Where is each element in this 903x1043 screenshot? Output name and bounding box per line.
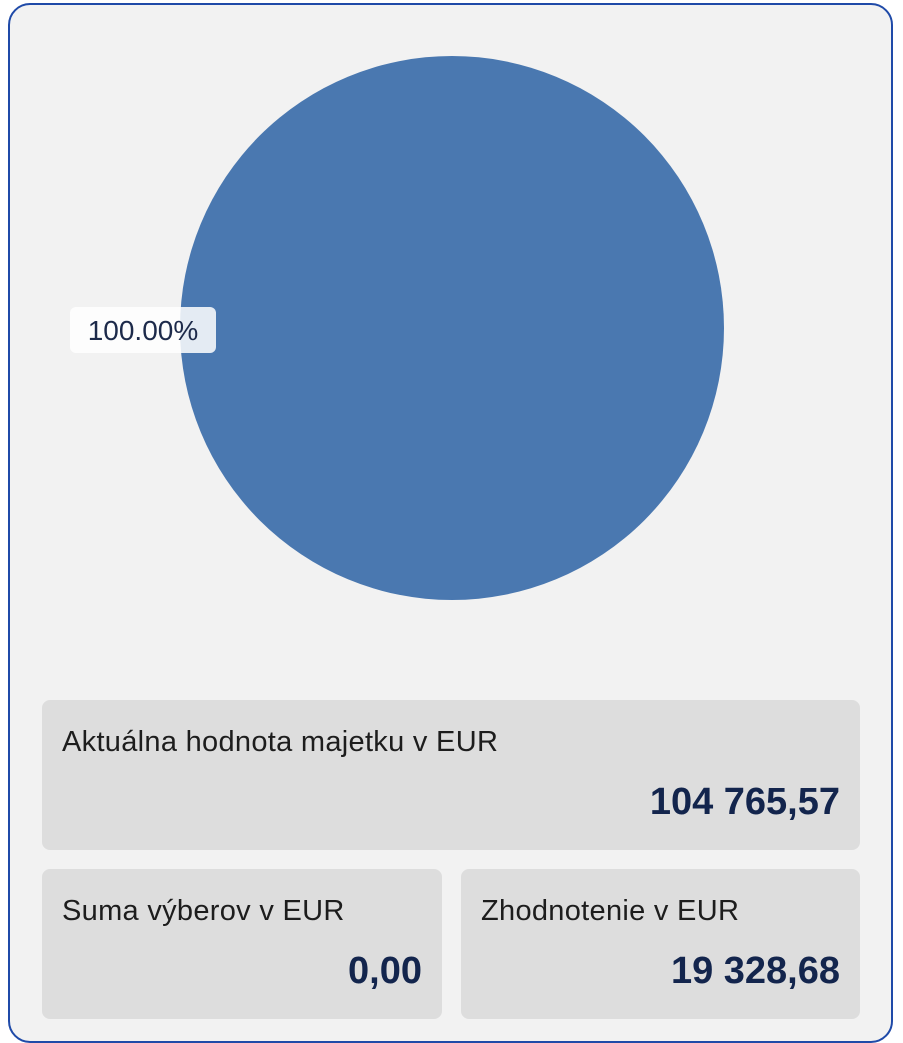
total-value-label: Aktuálna hodnota majetku v EUR <box>62 726 499 758</box>
appreciation-label: Zhodnotenie v EUR <box>481 895 740 927</box>
total-value-tile: Aktuálna hodnota majetku v EUR 104 765,5… <box>42 700 860 850</box>
pie-chart: 100.00% <box>70 56 724 600</box>
portfolio-card: 100.00% Aktuálna hodnota majetku v EUR 1… <box>8 3 893 1043</box>
pie-slice[interactable] <box>180 56 724 600</box>
withdrawals-amount: 0,00 <box>348 950 422 992</box>
svg-text:100.00%: 100.00% <box>88 315 199 346</box>
appreciation-tile: Zhodnotenie v EUR 19 328,68 <box>461 869 860 1019</box>
withdrawals-tile: Suma výberov v EUR 0,00 <box>42 869 442 1019</box>
total-value-amount: 104 765,57 <box>649 781 840 823</box>
appreciation-amount: 19 328,68 <box>670 950 840 992</box>
withdrawals-label: Suma výberov v EUR <box>62 895 345 927</box>
pie-slice-label: 100.00% <box>70 307 216 353</box>
